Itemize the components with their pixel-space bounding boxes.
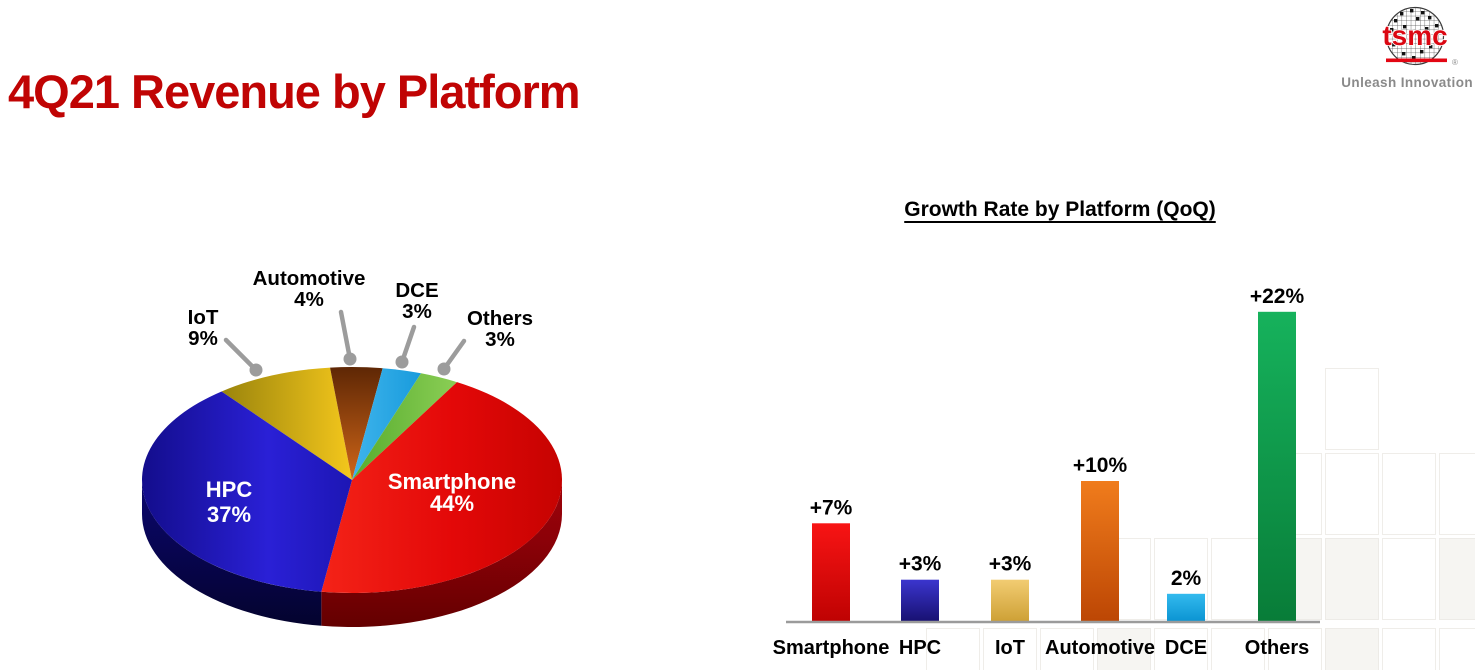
bar-value-automotive: +10% [1073,454,1128,477]
background-grid-cell [1040,628,1094,670]
logo-tagline: Unleash Innovation [1341,75,1473,90]
slide-title: 4Q21 Revenue by Platform [8,65,581,118]
bar-smartphone [812,523,850,622]
background-grid-cell [1154,628,1208,670]
background-grid-cell [926,628,980,670]
background-grid-cell [1439,453,1475,535]
background-grid-cell [983,628,1037,670]
background-grid-cell [1439,628,1475,670]
bar-hpc [901,579,939,622]
pie-inner-label-smartphone: Smartphone 44% [388,469,516,516]
bar-value-hpc: +3% [899,553,942,576]
bar-dce [1167,593,1205,622]
bar-value-iot: +3% [989,553,1032,576]
bar-automotive [1081,481,1119,622]
bar-category-hpc: HPC [899,637,941,659]
background-grid-cell [1382,538,1436,620]
background-grid-cell [1325,453,1379,535]
leader-dot-others [437,362,451,376]
background-grid-cell [1325,368,1379,450]
bar-value-smartphone: +7% [810,496,853,519]
background-grid-cell [1211,628,1265,670]
bar-value-dce: 2% [1171,567,1202,590]
leader-line-automotive [338,309,353,362]
bar-category-iot: IoT [995,637,1025,659]
pie-label-automotive: Automotive 4% [253,267,366,311]
pie-side-hpc [142,480,322,626]
bar-value-others: +22% [1250,285,1305,308]
wafer-chips [1390,9,1439,60]
bar-iot [991,579,1029,622]
background-grid-cell [1097,628,1151,670]
leader-dot-automotive [343,352,357,366]
background-grid-cell [1325,538,1379,620]
pie-slice-hpc [141,391,352,592]
tsmc-logo: tsmc ® Unleash Innovation [1341,6,1473,90]
pie-label-dce: DCE 3% [395,279,438,323]
registered-mark-icon: ® [1452,58,1458,67]
leader-line-iot [223,337,259,373]
pie-side-smartphone [321,480,562,627]
leader-dot-dce [395,355,409,369]
pie-slice-others [352,373,457,480]
pie-slice-iot [221,367,352,480]
bar-category-automotive: Automotive [1045,637,1155,659]
background-grid-cell [1382,453,1436,535]
pie-slice-automotive [330,366,383,480]
bar-category-dce: DCE [1165,637,1207,659]
pie-slice-smartphone [321,382,563,593]
logo-underline [1386,58,1447,63]
logo-wordmark: tsmc [1382,20,1447,51]
pie-inner-label-hpc: HPC 37% [206,477,253,527]
bar-others [1258,311,1296,622]
wafer-grid-pattern [1386,7,1444,65]
leader-dot-iot [249,363,263,377]
pie-label-others: Others 3% [467,307,533,351]
background-grid-cell [1439,538,1475,620]
background-grid-cell [1382,628,1436,670]
pie-slice-dce [352,368,422,480]
background-grid-cell [1325,628,1379,670]
bar-chart-title: Growth Rate by Platform (QoQ) [904,198,1216,221]
bar-category-smartphone: Smartphone [773,637,890,659]
pie-label-iot: IoT 9% [188,306,219,350]
bar-category-others: Others [1245,637,1309,659]
background-grid-cell [1268,628,1322,670]
